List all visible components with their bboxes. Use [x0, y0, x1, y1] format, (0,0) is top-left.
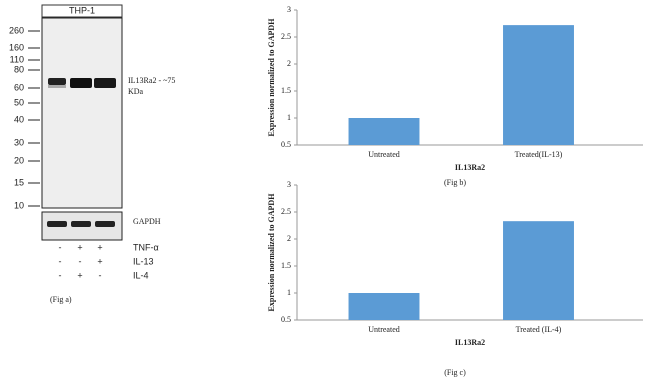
treatment-sign: +	[97, 256, 102, 266]
treatment-sign: -	[59, 270, 62, 280]
blot-title: THP-1	[69, 5, 95, 15]
band	[70, 78, 92, 88]
bar	[348, 293, 420, 320]
band	[48, 85, 66, 88]
y-tick-label: 3	[287, 5, 291, 14]
y-tick-label: 1.5	[281, 261, 291, 270]
x-axis-label: IL13Ra2	[455, 163, 485, 172]
caption: (Fig a)	[50, 295, 72, 304]
treatment-label: IL-4	[133, 270, 149, 280]
marker-label: 160	[9, 42, 24, 52]
target-unit: KDa	[128, 87, 144, 96]
marker-label: 110	[10, 54, 24, 64]
treatment-sign: +	[77, 270, 82, 280]
y-axis-label: Expression normalized to GAPDH	[267, 193, 276, 312]
band	[95, 221, 115, 227]
marker-label: 50	[14, 97, 24, 107]
treatment-sign: -	[59, 256, 62, 266]
y-tick-label: 2.5	[281, 207, 291, 216]
y-tick-label: 1	[287, 288, 291, 297]
y-axis-label: Expression normalized to GAPDH	[267, 18, 276, 137]
header-box	[41, 4, 123, 18]
band	[47, 221, 67, 227]
marker-label: 30	[14, 137, 24, 147]
treatment-sign: -	[59, 242, 62, 252]
x-tick-label: Treated(IL-13)	[515, 150, 563, 159]
marker-label: 260	[9, 25, 24, 35]
marker-label: 20	[14, 155, 24, 165]
treatment-label: TNF-α	[133, 242, 159, 252]
marker-label: 10	[14, 200, 24, 210]
y-tick-label: 3	[287, 180, 291, 189]
x-tick-label: Untreated	[368, 150, 400, 159]
treatment-sign: -	[79, 256, 82, 266]
treatment-label: IL-13	[133, 256, 154, 266]
band	[71, 221, 91, 227]
bar	[503, 25, 574, 145]
treatment-sign: +	[77, 242, 82, 252]
y-tick-label: 2.5	[281, 32, 291, 41]
loading-control: GAPDH	[133, 217, 161, 226]
band	[94, 78, 116, 88]
marker-label: 40	[14, 114, 24, 124]
y-tick-label: 2	[287, 234, 291, 243]
y-tick-label: 1	[287, 113, 291, 122]
x-tick-label: Untreated	[368, 325, 400, 334]
marker-label: 60	[14, 82, 24, 92]
bar	[348, 118, 420, 145]
treatment-sign: +	[97, 242, 102, 252]
y-tick-label: 0.5	[281, 140, 291, 149]
blot-panel	[41, 17, 123, 209]
y-tick-label: 0.5	[281, 315, 291, 324]
treatment-sign: -	[99, 270, 102, 280]
x-axis-label: IL13Ra2	[455, 338, 485, 347]
caption: (Fig c)	[444, 368, 466, 377]
x-tick-label: Treated (IL-4)	[516, 325, 562, 334]
y-tick-label: 1.5	[281, 86, 291, 95]
y-tick-label: 2	[287, 59, 291, 68]
target-label: IL13Ra2 - ~75	[128, 76, 175, 85]
marker-label: 80	[14, 64, 24, 74]
bar	[503, 221, 574, 320]
band	[48, 78, 66, 85]
marker-label: 15	[14, 177, 24, 187]
caption: (Fig b)	[444, 178, 466, 187]
